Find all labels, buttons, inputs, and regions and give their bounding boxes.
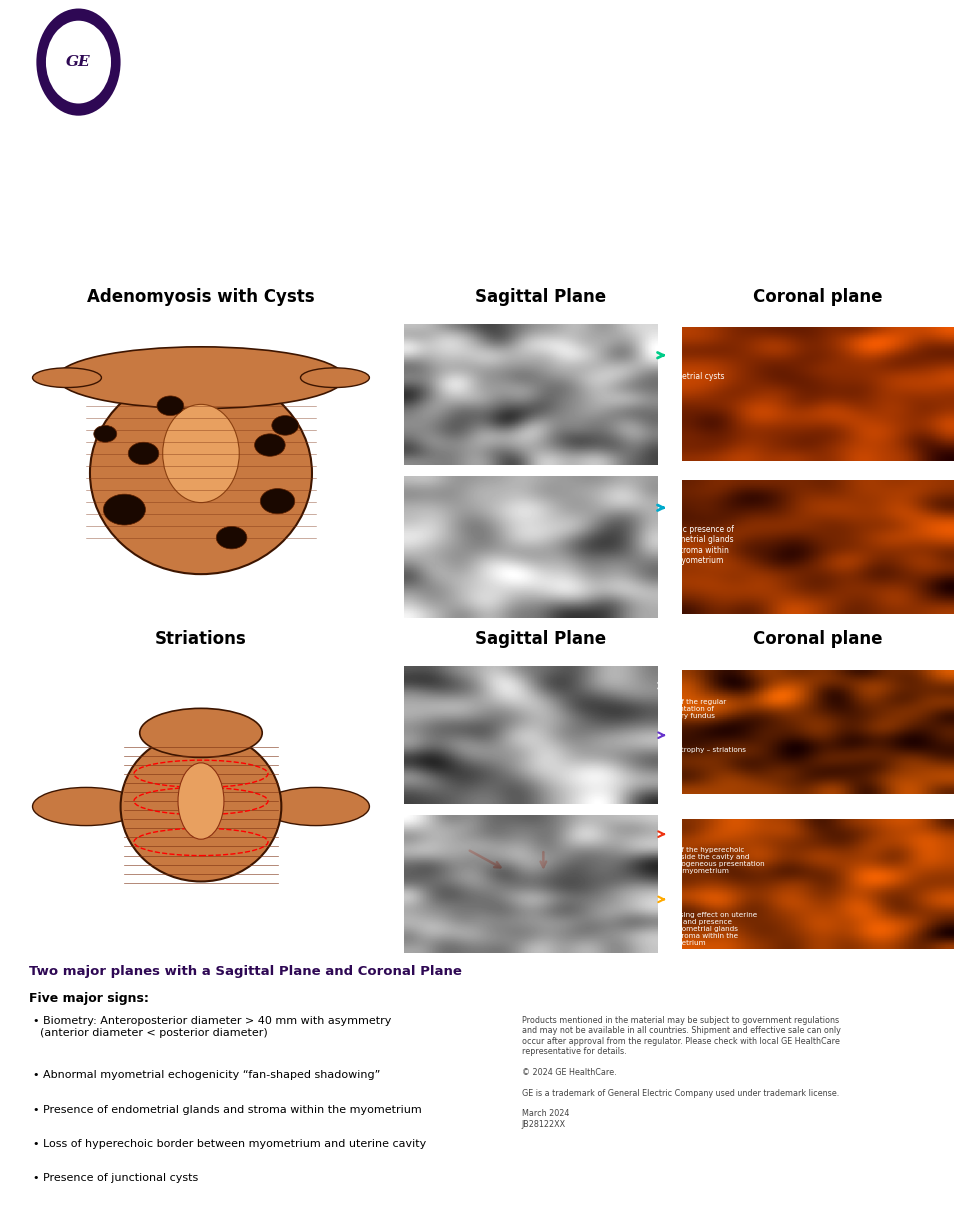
Text: Benefits of the Coronal Plane: Benefits of the Coronal Plane xyxy=(29,184,397,205)
Text: Loss of the hyperechoic
line inside the cavity and
inhomogeneous presentation
of: Loss of the hyperechoic line inside the … xyxy=(659,848,765,875)
Circle shape xyxy=(272,415,299,435)
Ellipse shape xyxy=(90,371,312,574)
Circle shape xyxy=(255,434,285,457)
Ellipse shape xyxy=(163,404,239,503)
Ellipse shape xyxy=(178,762,224,839)
Text: Hôpital Kremlin Bicêtre: Hôpital Kremlin Bicêtre xyxy=(708,247,821,258)
Text: GE HealthCare: GE HealthCare xyxy=(148,48,351,76)
Ellipse shape xyxy=(33,787,140,826)
Text: Striations: Striations xyxy=(155,630,247,648)
Circle shape xyxy=(260,488,295,514)
Text: Myometrial cysts: Myometrial cysts xyxy=(659,373,724,381)
Text: Adenomyosis with Cysts: Adenomyosis with Cysts xyxy=(87,287,315,306)
Text: France: France xyxy=(488,259,521,269)
Text: Five major signs:: Five major signs: xyxy=(29,991,148,1005)
Text: Monaco: Monaco xyxy=(263,259,301,269)
Text: Dr. Bernard Benoit: Dr. Bernard Benoit xyxy=(263,233,387,246)
Text: Hypertrophy – striations: Hypertrophy – striations xyxy=(659,747,746,753)
Text: Coronal plane: Coronal plane xyxy=(753,630,883,648)
Circle shape xyxy=(94,425,117,442)
Text: Stenosing effect on uterine
cavity and presence
of endometrial glands
and stroma: Stenosing effect on uterine cavity and p… xyxy=(659,912,758,946)
Text: • Presence of junctional cysts: • Presence of junctional cysts xyxy=(33,1173,199,1183)
Text: France: France xyxy=(29,259,61,269)
Text: Sagittal Plane: Sagittal Plane xyxy=(475,287,607,306)
Text: Hôpital Princesse Grace: Hôpital Princesse Grace xyxy=(263,247,380,258)
Text: • Biometry: Anteroposterior diameter > 40 mm with asymmetry
  (anterior diameter: • Biometry: Anteroposterior diameter > 4… xyxy=(33,1016,391,1038)
Text: Two major planes with a Sagittal Plane and Coronal Plane: Two major planes with a Sagittal Plane a… xyxy=(29,965,461,978)
Circle shape xyxy=(103,495,145,525)
Text: Sonographic Signs of Adenomyosis: Sonographic Signs of Adenomyosis xyxy=(29,136,744,171)
Text: • Loss of hyperechoic border between myometrium and uterine cavity: • Loss of hyperechoic border between myo… xyxy=(33,1139,427,1149)
Text: • Presence of endometrial glands and stroma within the myometrium: • Presence of endometrial glands and str… xyxy=(33,1105,422,1114)
Ellipse shape xyxy=(57,347,345,408)
Text: Dr. Perrine Capmas: Dr. Perrine Capmas xyxy=(488,233,616,246)
Text: France: France xyxy=(708,259,741,269)
Circle shape xyxy=(128,442,159,465)
Text: Products mentioned in the material may be subject to government regulations
and : Products mentioned in the material may b… xyxy=(522,1016,840,1129)
Ellipse shape xyxy=(121,732,281,882)
Circle shape xyxy=(216,526,247,549)
Text: Dr. Jean Marc Levaillant: Dr. Jean Marc Levaillant xyxy=(29,233,187,246)
Text: Pr. Hervé Fernandez: Pr. Hervé Fernandez xyxy=(708,233,843,246)
Circle shape xyxy=(157,396,184,415)
Text: • Abnormal myometrial echogenicity “fan-shaped shadowing”: • Abnormal myometrial echogenicity “fan-… xyxy=(33,1071,381,1080)
Text: Hôpital Kremlin Bicêtre: Hôpital Kremlin Bicêtre xyxy=(29,247,142,258)
Ellipse shape xyxy=(300,368,369,387)
Ellipse shape xyxy=(140,709,262,758)
Text: Coronal plane: Coronal plane xyxy=(753,287,883,306)
Text: Hôpital Kremlin Bicêtre: Hôpital Kremlin Bicêtre xyxy=(488,247,601,258)
Text: GE: GE xyxy=(66,55,91,69)
Text: Ectopic presence of
endometrial glands
and stroma within
the myometrium: Ectopic presence of endometrial glands a… xyxy=(659,525,734,565)
Text: Loss of the regular
presentation of
cavitary fundus: Loss of the regular presentation of cavi… xyxy=(659,699,726,719)
Text: Sagittal Plane: Sagittal Plane xyxy=(475,630,607,648)
Ellipse shape xyxy=(262,787,369,826)
Ellipse shape xyxy=(33,368,101,387)
